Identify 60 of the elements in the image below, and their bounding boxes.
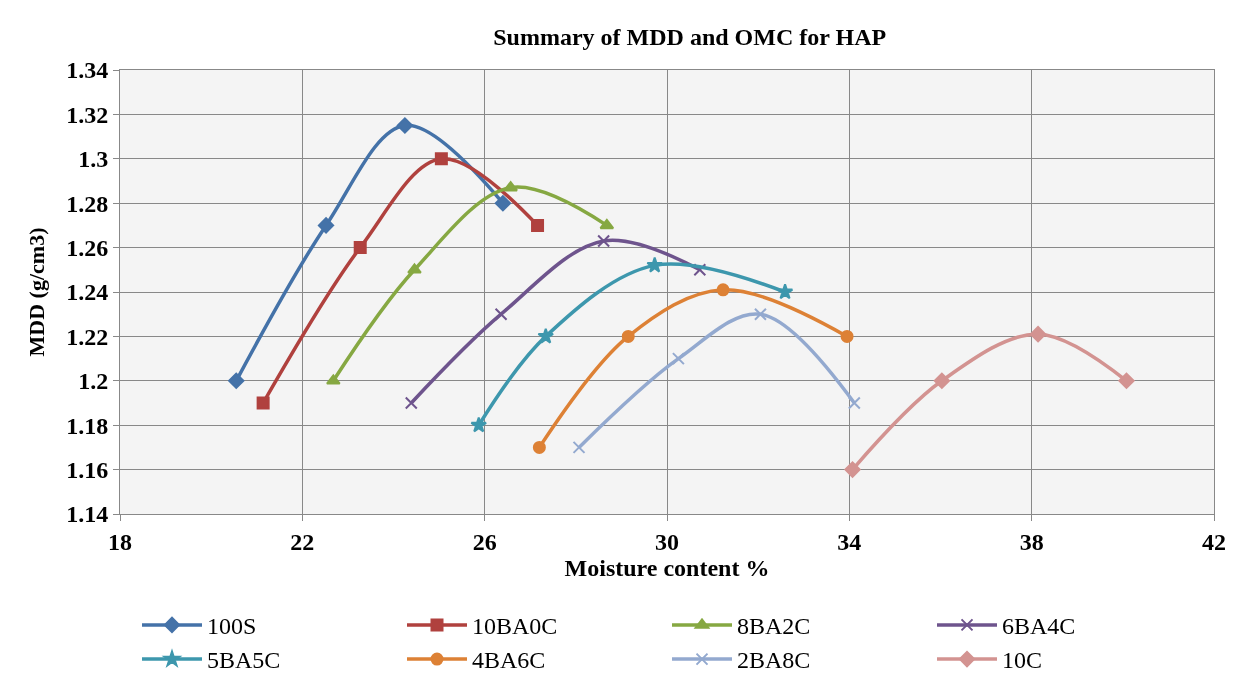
y-tick-label: 1.3 [78, 146, 109, 173]
y-tick-label: 1.32 [66, 101, 109, 128]
point [407, 263, 422, 274]
point [470, 416, 488, 433]
y-axis-title: MDD (g/cm3) [24, 227, 49, 357]
legend-label: 4BA6C [472, 647, 546, 674]
legend-label: 100S [207, 613, 257, 640]
point [753, 307, 767, 321]
point [597, 234, 611, 248]
y-tick-label: 1.28 [66, 190, 109, 217]
point [646, 256, 664, 273]
y-tick-label: 1.18 [66, 412, 109, 439]
legend-label: 10BA0C [472, 613, 558, 640]
point [228, 372, 245, 389]
point [693, 263, 707, 277]
point [353, 241, 367, 255]
point [671, 352, 685, 366]
point [494, 195, 512, 212]
point [532, 440, 546, 454]
x-axis-title: Moisture content % [564, 554, 770, 581]
point [844, 461, 861, 478]
point [531, 218, 545, 232]
x-tick-label: 18 [108, 528, 132, 555]
point [776, 283, 794, 300]
x-tick-label: 22 [290, 528, 315, 555]
y-tick-label: 1.26 [66, 235, 109, 261]
point [1029, 326, 1047, 343]
point [847, 396, 861, 410]
point [404, 396, 418, 410]
point [933, 372, 951, 389]
point [840, 329, 854, 343]
x-tick-label: 42 [1202, 528, 1226, 555]
point [572, 440, 586, 454]
legend-label: 6BA4C [1002, 613, 1076, 640]
y-tick-label: 1.34 [66, 57, 109, 84]
point [317, 217, 335, 234]
legend-label: 8BA2C [737, 613, 811, 640]
x-tick-label: 30 [655, 528, 679, 555]
point [494, 307, 508, 321]
point [256, 396, 270, 410]
x-tick-label: 34 [837, 528, 862, 555]
point [537, 327, 555, 344]
legend-label: 2BA8C [737, 647, 811, 674]
chart-title: Summary of MDD and OMC for HAP [493, 23, 887, 50]
point [503, 181, 518, 192]
y-tick-label: 1.16 [66, 457, 109, 483]
x-tick-label: 26 [472, 528, 497, 555]
x-tick-label: 38 [1019, 528, 1044, 555]
point [621, 329, 635, 343]
point [434, 152, 448, 166]
y-tick-label: 1.2 [78, 368, 109, 395]
y-tick-label: 1.24 [66, 279, 109, 306]
point [396, 117, 414, 134]
legend-label: 5BA5C [207, 647, 281, 674]
y-tick-label: 1.14 [66, 501, 109, 528]
point [716, 283, 730, 297]
point [1118, 372, 1135, 389]
legend-label: 10C [1002, 647, 1043, 674]
y-tick-label: 1.22 [66, 323, 109, 350]
point [599, 218, 615, 230]
